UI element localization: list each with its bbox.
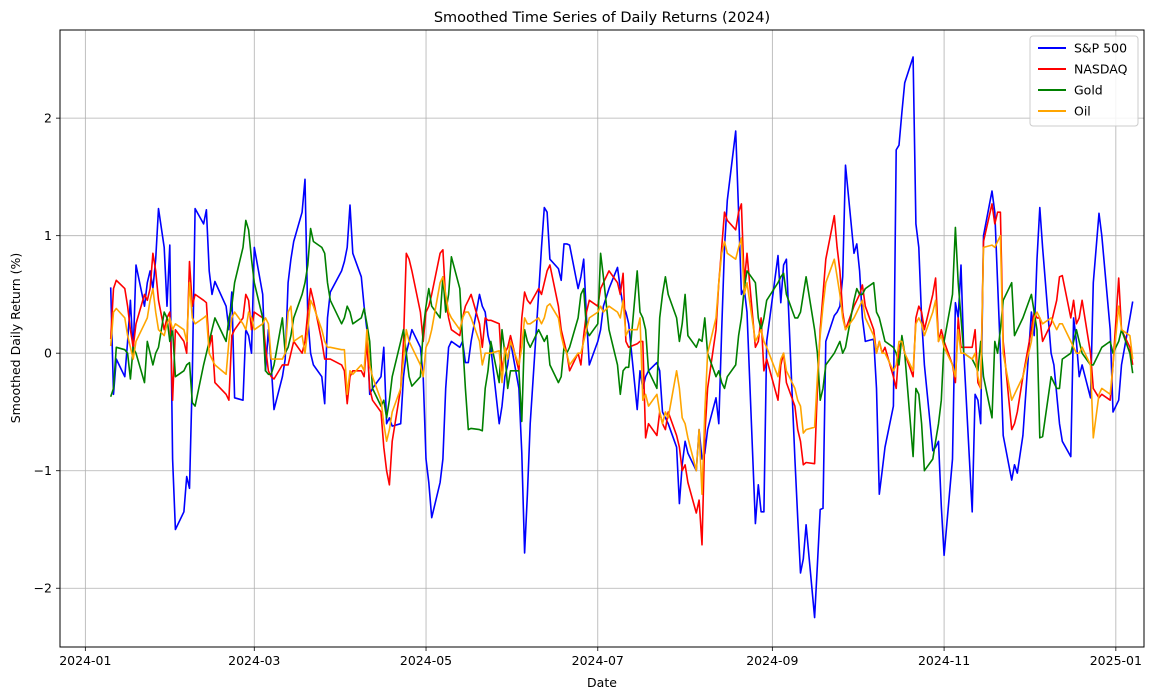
legend-box xyxy=(1029,35,1139,127)
legend-label-oil: Oil xyxy=(1074,104,1091,119)
series-layer xyxy=(109,56,1134,619)
x-tick-label: 2025-01 xyxy=(1090,653,1142,668)
y-tick-label: −2 xyxy=(34,581,52,596)
x-tick-label: 2024-07 xyxy=(572,653,624,668)
legend: S&P 500 NASDAQ Gold Oil xyxy=(1029,35,1139,127)
x-axis-label: Date xyxy=(587,675,617,690)
x-tick-label: 2024-05 xyxy=(400,653,452,668)
chart-title: Smoothed Time Series of Daily Returns (2… xyxy=(434,10,770,26)
x-tick-label: 2024-01 xyxy=(59,653,111,668)
y-axis-label: Smoothed Daily Return (%) xyxy=(8,253,23,424)
y-tick-label: 0 xyxy=(44,346,52,361)
y-tick-label: 1 xyxy=(44,228,52,243)
legend-label-nasdaq: NASDAQ xyxy=(1074,62,1128,77)
series-line-s-p-500 xyxy=(109,56,1134,619)
series-line-oil xyxy=(109,234,1134,496)
y-tick-label: −1 xyxy=(34,463,52,478)
y-axis: −2 −1 0 1 2 xyxy=(34,111,60,596)
series-line-nasdaq xyxy=(109,203,1134,546)
x-axis: 2024-01 2024-03 2024-05 2024-07 2024-09 2024-… xyxy=(59,647,1142,668)
x-tick-label: 2024-11 xyxy=(918,653,970,668)
x-tick-label: 2024-09 xyxy=(746,653,798,668)
y-tick-label: 2 xyxy=(44,111,52,126)
x-tick-label: 2024-03 xyxy=(228,653,280,668)
series-line-gold xyxy=(109,219,1134,472)
plot-frame xyxy=(59,29,1145,648)
legend-label-gold: Gold xyxy=(1074,83,1103,98)
legend-label-s-p-500: S&P 500 xyxy=(1074,41,1127,56)
